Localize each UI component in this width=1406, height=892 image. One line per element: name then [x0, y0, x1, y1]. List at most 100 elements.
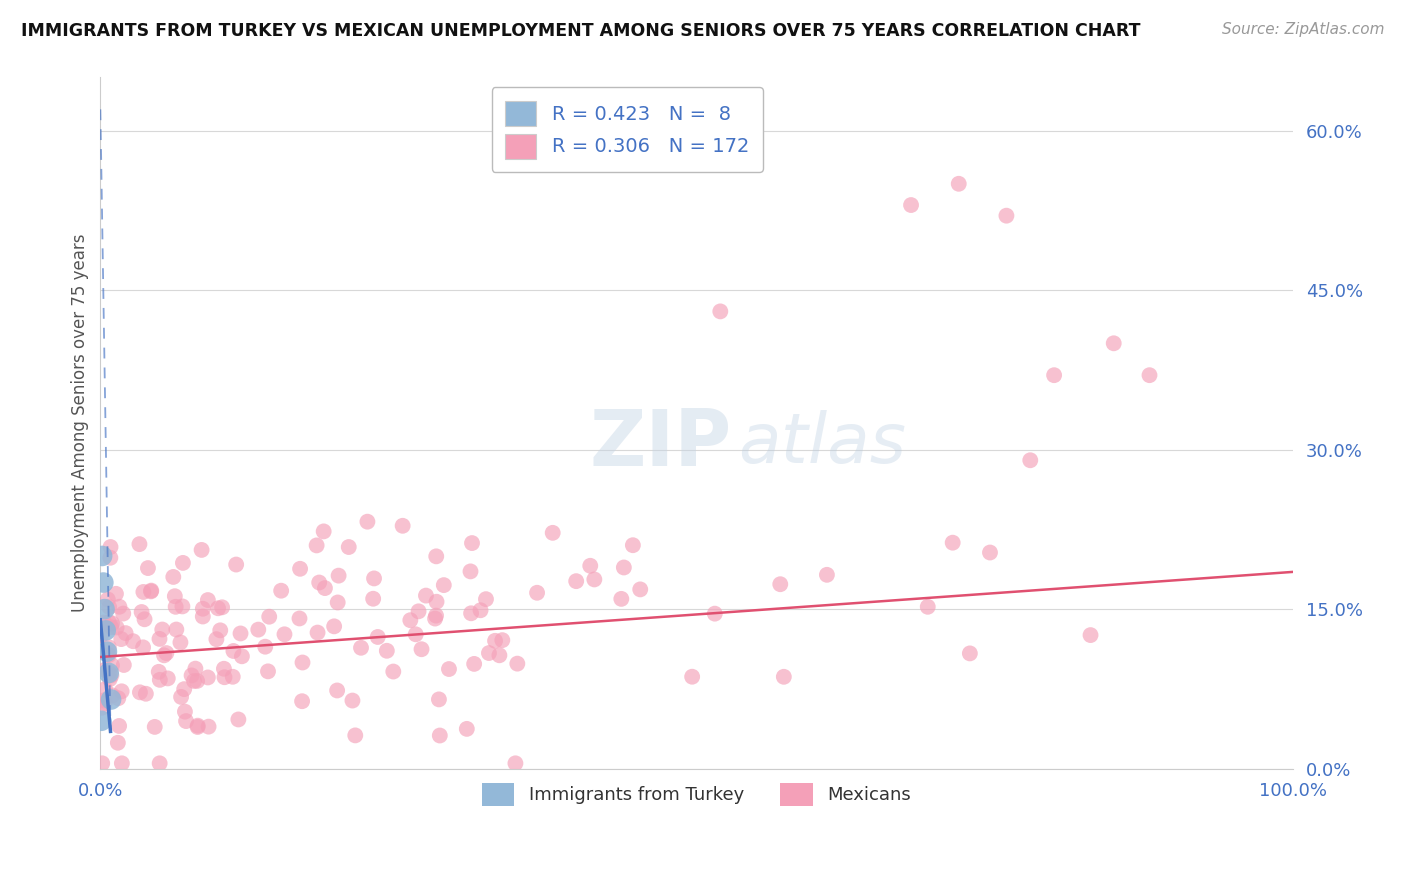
Point: [174, 714, 197, 728]
Text: atlas: atlas: [738, 410, 907, 477]
Point: [1139, 368, 1161, 383]
Point: [205, 632, 228, 647]
Point: [187, 719, 209, 733]
Point: [111, 684, 134, 698]
Point: [191, 601, 214, 615]
Point: [112, 607, 135, 621]
Point: [90, 714, 112, 728]
Point: [460, 565, 482, 579]
Point: [112, 658, 135, 673]
Point: [681, 670, 703, 684]
Point: [423, 611, 446, 625]
Point: [273, 627, 295, 641]
Point: [173, 682, 195, 697]
Point: [96, 645, 118, 659]
Point: [491, 633, 513, 648]
Point: [583, 573, 606, 587]
Point: [291, 656, 314, 670]
Point: [579, 558, 602, 573]
Point: [207, 601, 229, 615]
Point: [143, 720, 166, 734]
Point: [93, 602, 115, 616]
Point: [100, 692, 122, 706]
Point: [900, 198, 922, 212]
Point: [197, 720, 219, 734]
Point: [93, 693, 115, 707]
Point: [211, 600, 233, 615]
Point: [108, 719, 131, 733]
Point: [399, 613, 422, 627]
Point: [291, 694, 314, 708]
Point: [148, 632, 170, 646]
Point: [308, 575, 330, 590]
Point: [411, 642, 433, 657]
Point: [100, 668, 122, 682]
Point: [98, 550, 121, 565]
Text: Source: ZipAtlas.com: Source: ZipAtlas.com: [1222, 22, 1385, 37]
Point: [356, 515, 378, 529]
Point: [136, 561, 159, 575]
Point: [111, 756, 134, 771]
Point: [257, 609, 280, 624]
Point: [153, 648, 176, 663]
Point: [367, 630, 389, 644]
Point: [132, 585, 155, 599]
Point: [94, 624, 117, 638]
Point: [134, 612, 156, 626]
Point: [463, 657, 485, 671]
Point: [212, 662, 235, 676]
Point: [460, 607, 482, 621]
Point: [101, 658, 124, 673]
Point: [141, 583, 163, 598]
Point: [703, 607, 725, 621]
Point: [437, 662, 460, 676]
Point: [942, 535, 965, 549]
Point: [312, 524, 335, 539]
Point: [94, 682, 117, 697]
Point: [104, 587, 127, 601]
Point: [959, 647, 981, 661]
Point: [429, 729, 451, 743]
Point: [114, 626, 136, 640]
Point: [172, 599, 194, 614]
Point: [433, 578, 456, 592]
Point: [129, 685, 152, 699]
Point: [172, 556, 194, 570]
Point: [427, 692, 450, 706]
Point: [190, 543, 212, 558]
Point: [105, 620, 128, 634]
Point: [565, 574, 588, 589]
Point: [90, 700, 112, 714]
Point: [100, 540, 122, 554]
Point: [150, 623, 173, 637]
Point: [229, 626, 252, 640]
Point: [91, 756, 114, 771]
Point: [307, 625, 329, 640]
Point: [222, 670, 245, 684]
Point: [361, 591, 384, 606]
Point: [91, 575, 114, 590]
Point: [98, 665, 121, 680]
Point: [101, 689, 124, 703]
Point: [169, 635, 191, 649]
Point: [484, 633, 506, 648]
Point: [107, 691, 129, 706]
Point: [165, 599, 187, 614]
Point: [621, 538, 644, 552]
Point: [148, 665, 170, 679]
Point: [101, 616, 124, 631]
Point: [405, 627, 427, 641]
Point: [170, 690, 193, 704]
Point: [184, 662, 207, 676]
Point: [122, 634, 145, 648]
Point: [628, 582, 651, 597]
Point: [326, 595, 349, 609]
Point: [917, 599, 939, 614]
Point: [107, 736, 129, 750]
Point: [375, 644, 398, 658]
Point: [163, 589, 186, 603]
Text: ZIP: ZIP: [591, 406, 733, 482]
Point: [110, 632, 132, 646]
Point: [772, 670, 794, 684]
Point: [1043, 368, 1066, 383]
